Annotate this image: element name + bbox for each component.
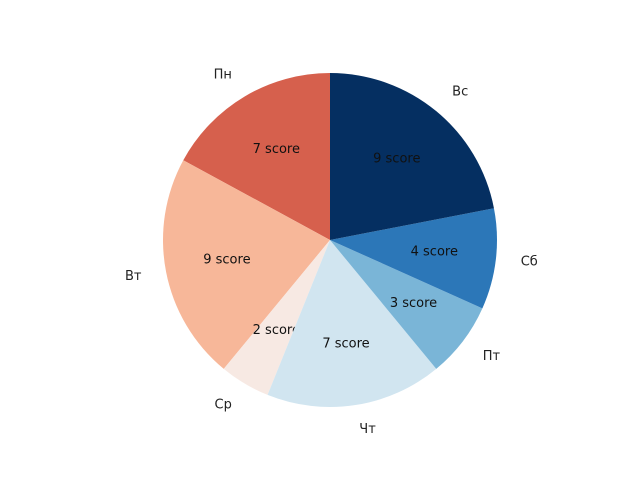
slice-label-5: Сб (521, 255, 538, 270)
pie-slice-2 (223, 240, 330, 395)
slice-value-label-1: 9 score (203, 252, 250, 267)
pie-slice-4 (330, 240, 483, 369)
slice-value-label-4: 3 score (390, 296, 437, 311)
slice-value-label-2: 2 score (253, 323, 300, 338)
slice-label-4: Пт (483, 349, 501, 364)
slice-label-1: Вт (125, 269, 142, 284)
pie-slice-1 (163, 160, 330, 369)
pie-slice-3 (267, 240, 437, 407)
slice-label-3: Чт (359, 422, 376, 437)
slice-label-0: Пн (214, 67, 232, 82)
slice-value-label-3: 7 score (322, 336, 369, 351)
slice-label-6: Вс (452, 84, 468, 99)
slice-value-label-5: 4 score (411, 245, 458, 260)
pie-slice-6 (330, 73, 494, 240)
pie-slice-0 (183, 73, 330, 240)
slice-value-label-0: 7 score (253, 142, 300, 157)
slice-label-2: Ср (215, 398, 232, 413)
slice-value-label-6: 9 score (373, 151, 420, 166)
pie-slice-5 (330, 208, 497, 309)
